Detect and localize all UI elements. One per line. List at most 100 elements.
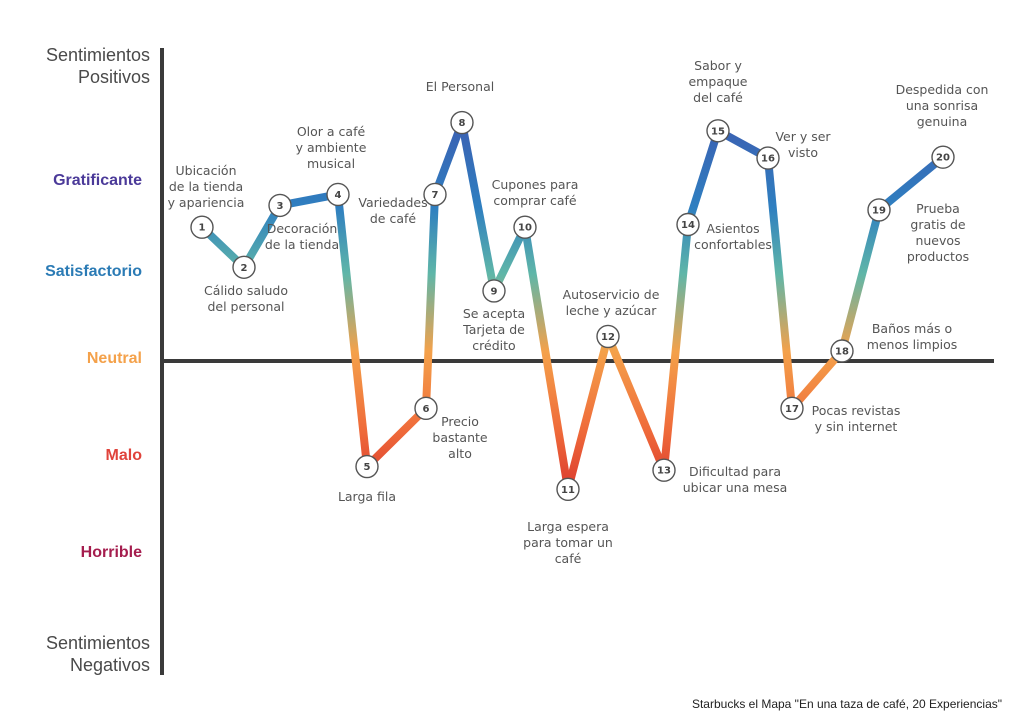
label-line: Larga fila [338,489,396,504]
chart-caption: Starbucks el Mapa "En una taza de café, … [691,697,1002,711]
level-horrible: Horrible [80,544,142,561]
label-line: Dificultad para [689,464,781,479]
label-line: para tomar un [523,535,613,550]
experience-label-5: Larga fila [338,489,396,504]
experience-label-11: Larga espera para tomar un café [523,519,613,566]
line-segment-6-7 [422,190,439,413]
line-segment-16-17 [764,154,796,413]
label-line: Decoración [267,221,338,236]
line-segment-7-8 [431,118,466,199]
label-line: empaque [688,74,747,89]
label-line: leche y azúcar [566,303,658,318]
point-number: 11 [561,485,575,496]
experience-point-1[interactable]: 1 [190,215,214,239]
point-number: 16 [761,154,775,165]
experience-point-18[interactable]: 18 [830,339,854,363]
point-number: 4 [335,190,342,201]
label-line: de la tienda [169,179,243,194]
point-number: 20 [936,153,950,164]
label-line: de café [370,211,417,226]
experience-point-13[interactable]: 13 [652,458,676,482]
experience-point-14[interactable]: 14 [676,212,700,237]
point-marker [556,477,580,502]
experience-point-4[interactable]: 4 [326,182,350,207]
experience-point-12[interactable]: 12 [596,324,620,349]
experience-label-20: Despedida con una sonrisa genuina [896,82,989,129]
label-line: Cálido saludo [204,283,288,298]
line-segment-17-18 [788,346,846,413]
axis-bottom-line-1: Sentimientos [45,633,150,653]
experience-point-17[interactable]: 17 [780,396,804,421]
experience-label-3: Decoración de la tienda [265,221,339,252]
experience-point-15[interactable]: 15 [706,119,730,143]
line-segment-9-10 [490,223,529,295]
experience-point-7[interactable]: 7 [423,182,447,207]
label-line: Pocas revistas [812,403,901,418]
experience-point-8[interactable]: 8 [450,110,474,135]
point-marker [867,198,891,222]
experience-point-19[interactable]: 19 [867,198,891,222]
label-line: El Personal [426,79,494,94]
point-marker [830,339,854,363]
point-marker [423,182,447,207]
point-number: 17 [785,404,799,415]
experience-label-18: Baños más o menos limpios [867,321,958,352]
label-line: visto [788,145,818,160]
line-segment-12-13 [604,332,668,475]
experience-label-9: Se acepta Tarjeta de crédito [462,306,525,353]
point-number: 6 [423,404,430,415]
experience-point-2[interactable]: 2 [232,255,256,279]
experience-point-3[interactable]: 3 [268,193,292,218]
point-marker [232,255,256,279]
label-line: Variedades [358,195,427,210]
experience-point-10[interactable]: 10 [513,215,537,239]
line-segment-4-5 [334,190,371,471]
line-segment-8-9 [458,118,498,295]
point-number: 14 [681,220,695,231]
label-line: bastante [432,430,487,445]
label-line: Sabor y [694,58,742,73]
experience-label-2: Cálido saludo del personal [204,283,288,314]
label-line: Olor a café [297,124,366,139]
label-line: ubicar una mesa [683,480,788,495]
experience-label-1: Ubicación de la tienda y apariencia [168,163,245,210]
label-line: gratis de [910,217,966,232]
experience-point-20[interactable]: 20 [931,145,955,169]
label-line: Se acepta [463,306,525,321]
label-line: y apariencia [168,195,245,210]
point-number: 5 [364,462,371,473]
experience-point-5[interactable]: 5 [355,454,379,479]
point-number: 18 [835,346,849,357]
point-number: 9 [491,286,498,297]
label-line: café [555,551,582,566]
point-marker [756,146,780,170]
experience-point-16[interactable]: 16 [756,146,780,170]
experience-point-6[interactable]: 6 [414,396,438,421]
point-marker [414,396,438,421]
experience-point-9[interactable]: 9 [482,279,506,303]
point-marker [676,212,700,237]
experience-label-17: Pocas revistas y sin internet [812,403,901,434]
point-number: 2 [241,263,248,274]
label-line: Cupones para [492,177,579,192]
label-line: Despedida con [896,82,989,97]
label-line: Precio [441,414,479,429]
point-number: 1 [199,223,206,234]
point-number: 3 [277,201,284,212]
label-line: Ver y ser [775,129,831,144]
label-line: Autoservicio de [563,287,660,302]
experience-label-14: Asientos confortables [694,221,772,252]
experience-point-11[interactable]: 11 [556,477,580,502]
experience-label-19: Prueba gratis de nuevos productos [907,201,969,264]
point-marker [450,110,474,135]
label-line: productos [907,249,969,264]
point-marker [780,396,804,421]
experience-label-12: Autoservicio de leche y azúcar [563,287,660,318]
point-marker [596,324,620,349]
line-segment-10-11 [521,223,572,494]
axis-top-label: Sentimientos Positivos [0,44,150,88]
experience-label-4: Olor a café y ambiente musical [296,124,367,171]
point-number: 12 [601,332,615,343]
